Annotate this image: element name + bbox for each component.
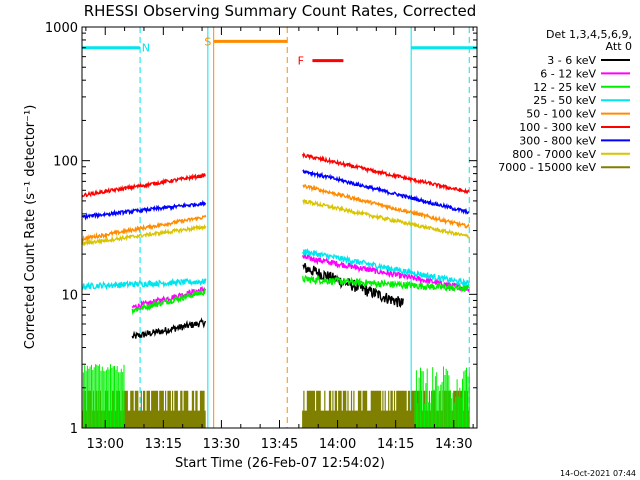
y-tick-label: 1 (70, 422, 78, 437)
x-tick-label: 14:15 (377, 437, 414, 452)
series-line-6-1 (82, 199, 207, 221)
series-line-1-2 (302, 253, 470, 293)
series-line-5-2 (302, 151, 470, 195)
legend-header-line: Det 1,3,4,5,6,9, (546, 28, 632, 41)
series-50-100-keV (82, 183, 470, 242)
legend-entry-label: 6 - 12 keV (540, 67, 596, 80)
series-25-50-keV (82, 248, 470, 291)
legend-entry-label: 12 - 25 keV (533, 81, 596, 94)
series-3-6-keV (131, 263, 404, 339)
series-line-4-2 (302, 183, 470, 229)
data-layer (82, 27, 477, 428)
series-7000-15000-keV (82, 390, 470, 428)
series-line-3-1 (82, 277, 207, 291)
series-100-300-keV (82, 151, 470, 198)
y-tick-label: 1000 (45, 21, 78, 36)
green-spike-path (82, 364, 470, 428)
x-tick-label: 13:30 (203, 437, 240, 452)
series-line-0-2 (302, 263, 404, 308)
x-tick-label: 13:15 (145, 437, 182, 452)
series-line-2-2 (302, 274, 470, 294)
x-tick-label: 13:00 (87, 437, 124, 452)
x-tick-label: 14:00 (319, 437, 356, 452)
legend-entry-label: 25 - 50 keV (533, 94, 596, 107)
series-line-4-1 (82, 214, 207, 242)
axes: 1 10 100 1000 13:00 13:15 13:30 13:45 14:00 14:15… (45, 21, 478, 452)
legend-entry-label: 800 - 7000 keV (512, 148, 596, 161)
legend-entry-label: 7000 - 15000 keV (498, 161, 596, 174)
flag-label-S: S (204, 35, 211, 48)
legend-header-line: Att 0 (606, 40, 632, 53)
series-line-7000-15000-1 (82, 390, 206, 428)
y-tick-label: 10 (61, 288, 78, 303)
y-axis-label: Corrected Count Rate (s⁻¹ detector⁻¹) (23, 105, 38, 350)
x-axis-label: Start Time (26-Feb-07 12:54:02) (175, 456, 385, 471)
series-line-5-1 (82, 172, 206, 198)
legend-entry-label: 100 - 300 keV (519, 121, 596, 134)
series-line-7-2 (302, 198, 470, 239)
series-12-25-keV (131, 274, 470, 316)
flag-label-F: F (298, 55, 304, 68)
series-line-7-1 (82, 224, 207, 247)
series-line-3-2 (302, 248, 470, 287)
series-800-7000-keV (82, 198, 470, 247)
x-tick-label: 14:30 (435, 437, 472, 452)
x-tick-label: 13:45 (261, 437, 298, 452)
low-count-spikes (82, 364, 470, 428)
plot-area: N S F (82, 27, 477, 428)
footer-timestamp: 14-Oct-2021 07:44 (560, 469, 636, 478)
flag-label-N: N (142, 42, 150, 55)
series-line-6-2 (302, 169, 469, 215)
series-line-2-1 (131, 287, 207, 316)
chart-title: RHESSI Observing Summary Count Rates, Co… (84, 2, 477, 20)
legend-entry-label: 3 - 6 keV (547, 54, 596, 67)
series-line-0-1 (131, 317, 207, 339)
y-tick-label: 100 (53, 155, 78, 170)
series-300-800-keV (82, 169, 469, 221)
legend-entry-label: 50 - 100 keV (526, 108, 596, 121)
legend-entry-label: 300 - 800 keV (519, 134, 596, 147)
